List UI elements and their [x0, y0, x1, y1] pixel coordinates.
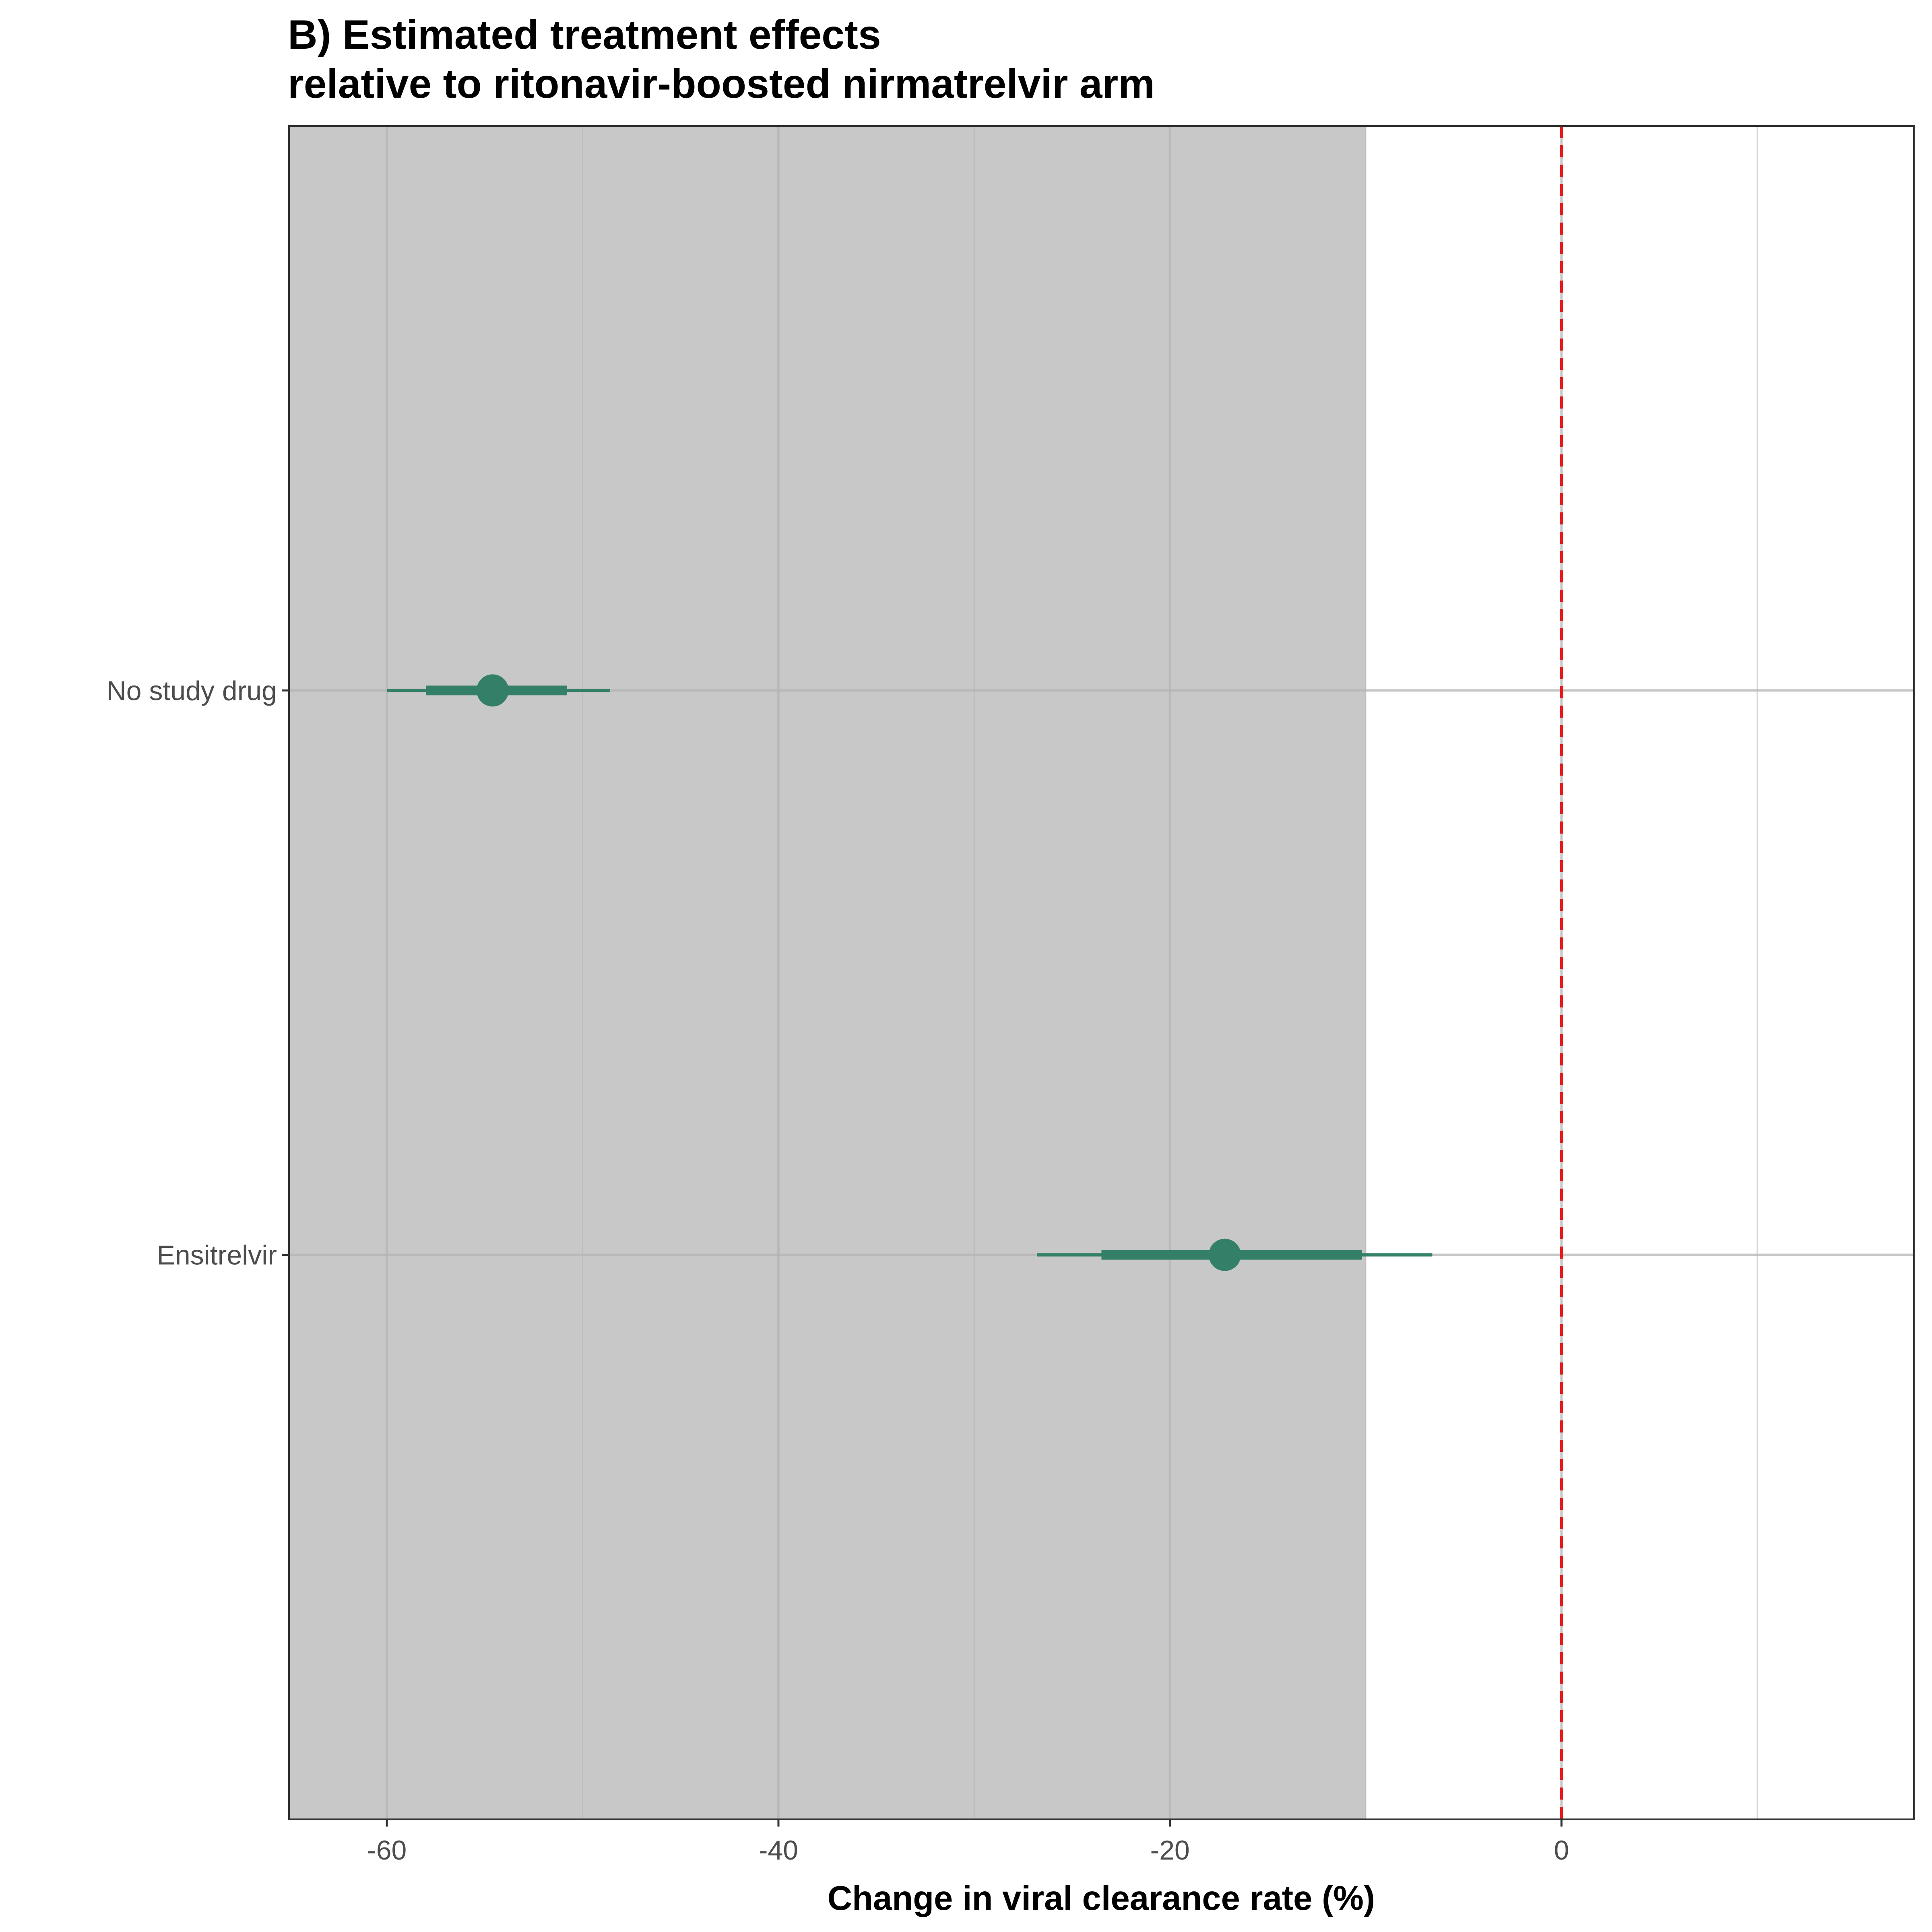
shaded-region	[289, 126, 1366, 1819]
y-tick-label: No study drug	[107, 675, 277, 706]
minor-gridlines	[582, 126, 1758, 1819]
x-tick-label: -20	[1150, 1835, 1190, 1866]
estimate-marks	[387, 674, 1432, 1271]
y-tick-label: Ensitrelvir	[157, 1240, 277, 1271]
median-point	[1208, 1238, 1241, 1271]
x-tick-label: 0	[1554, 1835, 1569, 1866]
x-axis-title: Change in viral clearance rate (%)	[828, 1879, 1375, 1918]
chart-title-line-1: B) Estimated treatment effects	[288, 12, 881, 58]
y-axis: Ensitrelvir No study drug	[107, 675, 289, 1271]
x-tick-label: -60	[367, 1835, 407, 1866]
chart-title: B) Estimated treatment effects relative …	[288, 10, 1155, 108]
median-point	[476, 674, 509, 707]
chart-title-line-2: relative to ritonavir-boosted nirmatrelv…	[288, 61, 1155, 107]
x-axis: -60 -40 -20 0	[367, 1819, 1569, 1866]
plot-border	[288, 125, 1915, 1820]
x-tick-label: -40	[759, 1835, 798, 1866]
